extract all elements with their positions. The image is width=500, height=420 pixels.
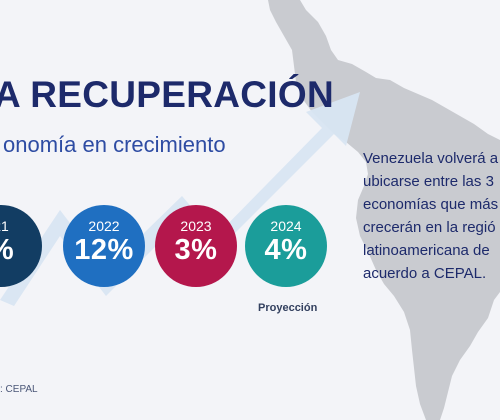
- projection-label: Proyección: [258, 302, 318, 314]
- page-title: A RECUPERACIÓN: [0, 74, 334, 115]
- page-subtitle: onomía en crecimiento: [3, 132, 226, 157]
- growth-year: 2023: [180, 218, 212, 234]
- growth-value: %: [0, 236, 42, 265]
- growth-year: 2022: [88, 218, 120, 234]
- growth-circle-2023: 2023 3%: [155, 205, 237, 287]
- growth-value: 3%: [174, 234, 218, 266]
- description-text: Venezuela volverá a ubicarse entre las 3…: [363, 150, 499, 282]
- growth-circle-2024: 2024 4%: [245, 205, 327, 287]
- growth-year: 21: [0, 218, 9, 234]
- growth-value: 12%: [74, 234, 134, 266]
- growth-value: 4%: [264, 234, 308, 266]
- growth-year: 2024: [270, 218, 302, 234]
- source-credit: : CEPAL: [0, 384, 38, 395]
- growth-circle-2022: 2022 12%: [63, 205, 145, 287]
